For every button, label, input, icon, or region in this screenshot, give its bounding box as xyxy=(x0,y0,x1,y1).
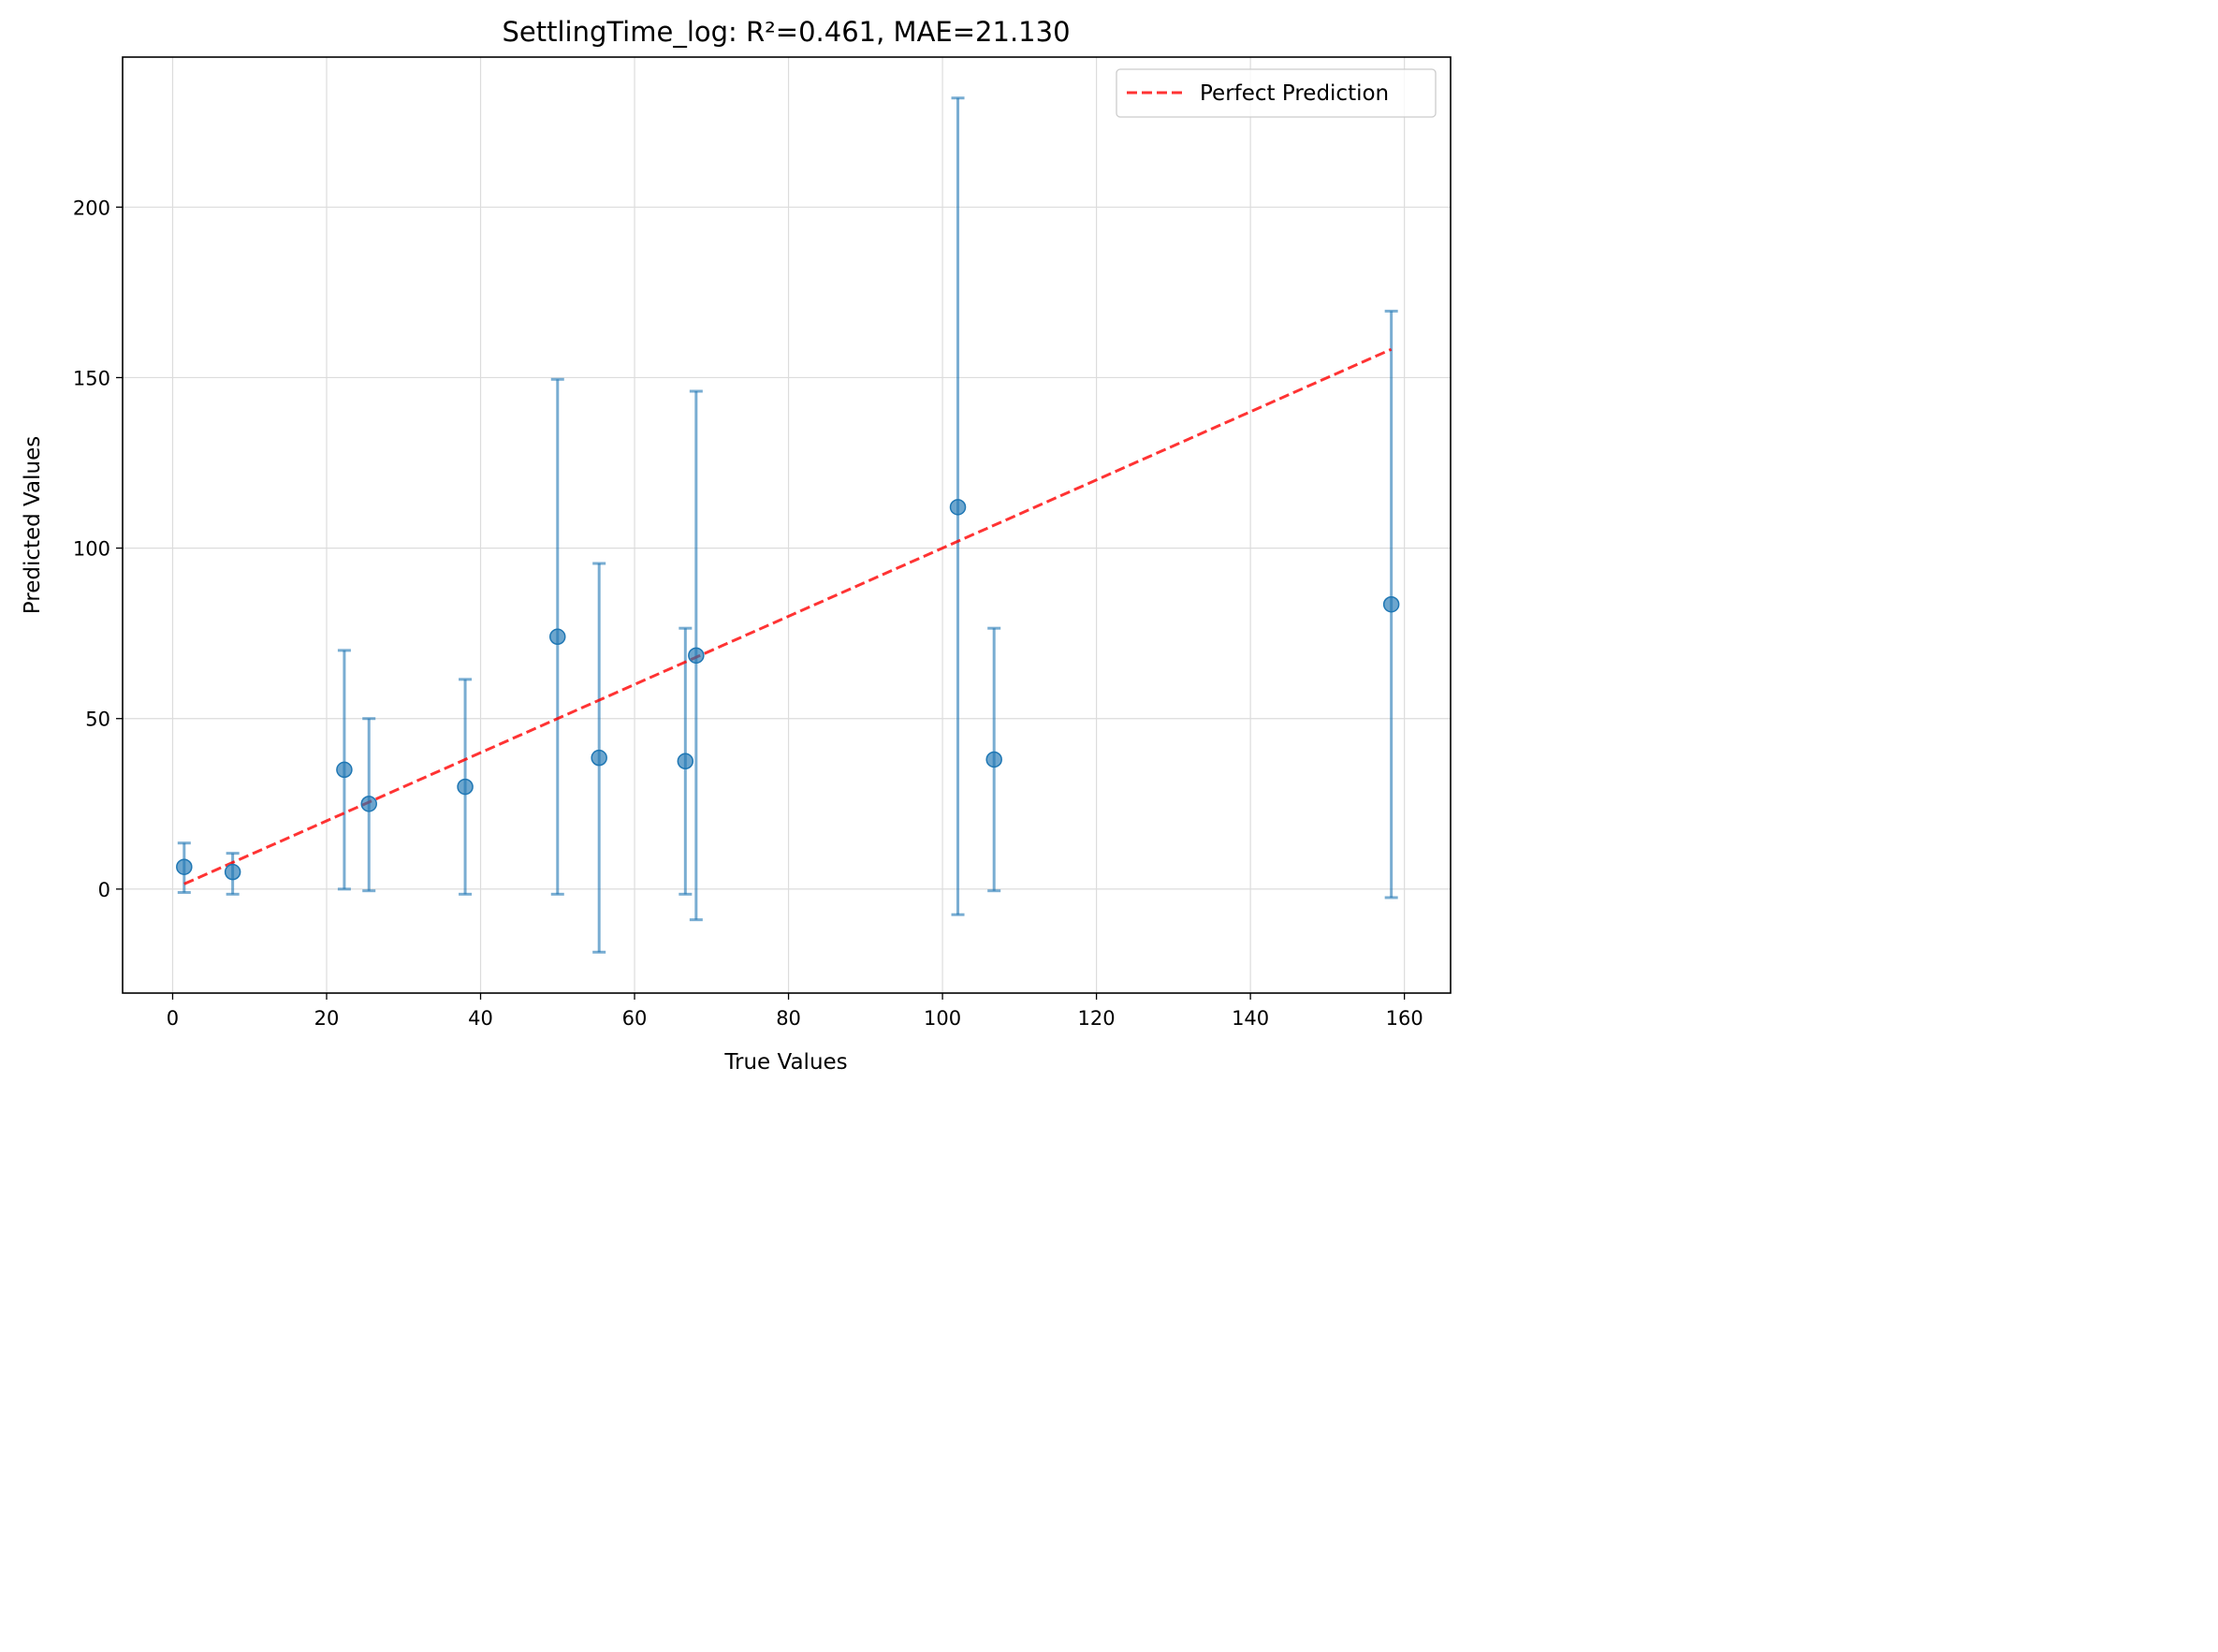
data-point xyxy=(949,499,967,516)
legend-box xyxy=(1116,68,1437,118)
data-point xyxy=(985,751,1002,768)
chart-title: SettlingTime_log: R²=0.461, MAE=21.130 xyxy=(502,16,1070,48)
x-tick-label: 20 xyxy=(314,1007,340,1030)
data-point xyxy=(360,796,377,812)
x-tick-label: 0 xyxy=(167,1007,179,1030)
data-points xyxy=(176,499,1400,881)
x-tick-label: 100 xyxy=(924,1007,961,1030)
x-axis-label: True Values xyxy=(723,1050,847,1075)
legend-label: Perfect Prediction xyxy=(1200,81,1389,106)
legend: Perfect Prediction xyxy=(1116,68,1437,118)
data-point xyxy=(1382,595,1400,613)
plot-frame xyxy=(122,56,1452,994)
axis-ticks: 0 20 40 60 80 100 120 140 160 0 50 100 150 200 xyxy=(73,197,1423,1030)
y-tick-label: 50 xyxy=(85,709,110,731)
data-point xyxy=(688,647,705,665)
x-tick-label: 140 xyxy=(1232,1007,1269,1030)
y-tick-label: 0 xyxy=(98,879,110,901)
data-point xyxy=(224,863,241,881)
perfect-prediction-line xyxy=(183,347,1393,885)
x-tick-label: 160 xyxy=(1386,1007,1423,1030)
data-point xyxy=(336,761,353,779)
data-point xyxy=(457,778,474,796)
y-tick-label: 100 xyxy=(73,538,110,561)
data-point xyxy=(176,858,193,875)
grid xyxy=(123,57,1451,993)
x-tick-label: 80 xyxy=(776,1007,801,1030)
y-axis-label: Predicted Values xyxy=(21,436,45,614)
data-point xyxy=(549,628,566,646)
y-tick-label: 200 xyxy=(73,197,110,219)
data-point xyxy=(591,749,607,767)
data-point xyxy=(677,753,694,770)
y-tick-label: 150 xyxy=(73,367,110,389)
x-tick-label: 60 xyxy=(622,1007,648,1030)
perfect-prediction-layer xyxy=(183,347,1393,885)
x-tick-label: 40 xyxy=(468,1007,493,1030)
x-tick-label: 120 xyxy=(1078,1007,1116,1030)
chart: 0 20 40 60 80 100 120 140 160 0 50 100 150 200 Settli… xyxy=(0,0,1469,1095)
